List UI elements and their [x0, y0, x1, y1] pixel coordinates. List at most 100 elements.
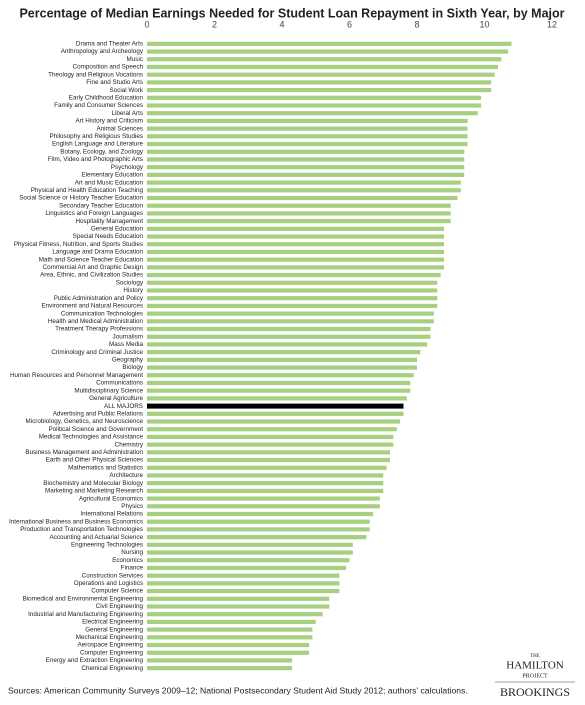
bar [147, 434, 394, 440]
y-tick-label: International Business and Business Econ… [9, 518, 143, 525]
bar [147, 565, 347, 571]
bar [147, 396, 407, 401]
bar [147, 64, 498, 70]
bar [147, 95, 482, 100]
bar [147, 111, 478, 116]
y-tick-label: Chemistry [115, 441, 144, 448]
y-tick-label: Mass Media [109, 341, 143, 348]
bar [147, 581, 340, 586]
bar [147, 57, 502, 62]
bar [147, 342, 428, 347]
y-tick-label: Advertising and Public Relations [53, 410, 143, 417]
bar [147, 296, 438, 301]
y-tick-label: Nursing [121, 549, 143, 556]
bar [147, 457, 390, 463]
y-tick-label: Family and Consumer Sciences [54, 102, 143, 109]
logo-text: THE [530, 654, 540, 659]
y-tick-label: Anthropology and Archeology [61, 48, 144, 55]
y-tick-label: Physical Fitness, Nutrition, and Sports … [14, 241, 143, 248]
bar [147, 542, 353, 547]
y-tick-label: Language and Drama Education [52, 249, 143, 256]
bar [147, 103, 482, 108]
y-tick-label: Physical and Health Education Teaching [31, 187, 144, 194]
bar [147, 249, 444, 255]
bar [147, 242, 444, 247]
source-note: Sources: American Community Surveys 2009… [8, 685, 468, 695]
y-tick-label: Math and Science Teacher Education [39, 256, 144, 263]
bar [147, 141, 468, 147]
y-tick-label: Drama and Theater Arts [76, 41, 143, 48]
bar [147, 234, 444, 239]
bar [147, 357, 417, 362]
bar [147, 419, 401, 424]
y-tick-label: Secondary Teacher Education [59, 202, 143, 209]
bar [147, 334, 431, 339]
y-tick-label: Business Management and Administration [25, 449, 143, 456]
bar [147, 41, 512, 46]
bar [147, 465, 387, 470]
y-tick-label: Microbiology, Genetics, and Neuroscience [26, 418, 144, 425]
y-tick-label: Criminology and Criminal Justice [51, 349, 143, 356]
y-tick-label: Production and Transportation Technologi… [20, 526, 143, 533]
y-tick-label: Computer Science [91, 588, 143, 595]
y-tick-label: Biology [122, 364, 144, 371]
bar [147, 473, 384, 478]
bar [147, 573, 340, 578]
y-tick-label: Construction Services [82, 572, 143, 579]
y-tick-label: Finance [121, 565, 144, 572]
bar [147, 642, 309, 648]
y-tick-label: Physics [121, 503, 143, 510]
bar [147, 134, 468, 139]
y-tick-label: Theology and Religious Vocations [48, 71, 143, 78]
bar [147, 311, 434, 316]
y-tick-label: General Agriculture [89, 395, 143, 402]
y-tick-label: Aerospace Engineering [78, 642, 144, 649]
bar [147, 619, 316, 625]
y-tick-label: Engineering Technologies [71, 542, 143, 549]
bar [147, 650, 309, 655]
y-tick-label: Economics [112, 557, 143, 564]
y-tick-label: Composition and Speech [73, 64, 144, 71]
y-tick-label: Earth and Other Physical Sciences [46, 457, 143, 464]
y-tick-label: Medical Technologies and Assistance [39, 434, 144, 441]
chart-title: Percentage of Median Earnings Needed for… [19, 6, 564, 20]
y-tick-label: Political Science and Government [48, 426, 143, 433]
bar [147, 658, 293, 663]
bar [147, 188, 461, 193]
y-tick-label: Biomedical and Environmental Engineering [23, 595, 144, 602]
y-tick-label: Geography [112, 357, 144, 364]
bar [147, 126, 468, 131]
bar [147, 450, 390, 455]
y-tick-label: Liberal Arts [112, 110, 144, 117]
bar [147, 365, 417, 370]
bar [147, 149, 465, 154]
bar [147, 411, 404, 416]
y-tick-label: Psychology [111, 164, 144, 171]
bar [147, 288, 438, 293]
y-tick-label: Energy and Extraction Engineering [46, 657, 144, 664]
bar [147, 519, 370, 524]
bar [147, 219, 451, 224]
bar [147, 172, 465, 177]
bar [147, 627, 313, 632]
y-tick-label: General Engineering [85, 626, 143, 633]
bar [147, 558, 350, 563]
y-tick-label: Early Childhood Education [69, 94, 144, 101]
y-tick-label: Health and Medical Administration [48, 318, 144, 325]
bar [147, 596, 330, 601]
bar [147, 666, 293, 671]
bar [147, 80, 492, 85]
y-tick-label: Multidisciplinary Science [74, 387, 143, 394]
y-tick-label: Civil Engineering [96, 603, 144, 610]
y-tick-label: Fine and Studio Arts [86, 79, 143, 86]
x-tick-label: 2 [212, 19, 217, 29]
logo: THE HAMILTON PROJECT BROOKINGS [495, 654, 575, 699]
y-tick-label: Treatment Therapy Professions [55, 326, 143, 333]
y-tick-label: Communications [96, 380, 143, 387]
bar [147, 427, 397, 432]
bar [147, 203, 451, 208]
bar [147, 535, 367, 540]
y-tick-label: Animal Sciences [96, 125, 143, 132]
y-tick-label: Sociology [116, 279, 144, 286]
y-tick-label: Social Science or History Teacher Educat… [19, 195, 143, 202]
